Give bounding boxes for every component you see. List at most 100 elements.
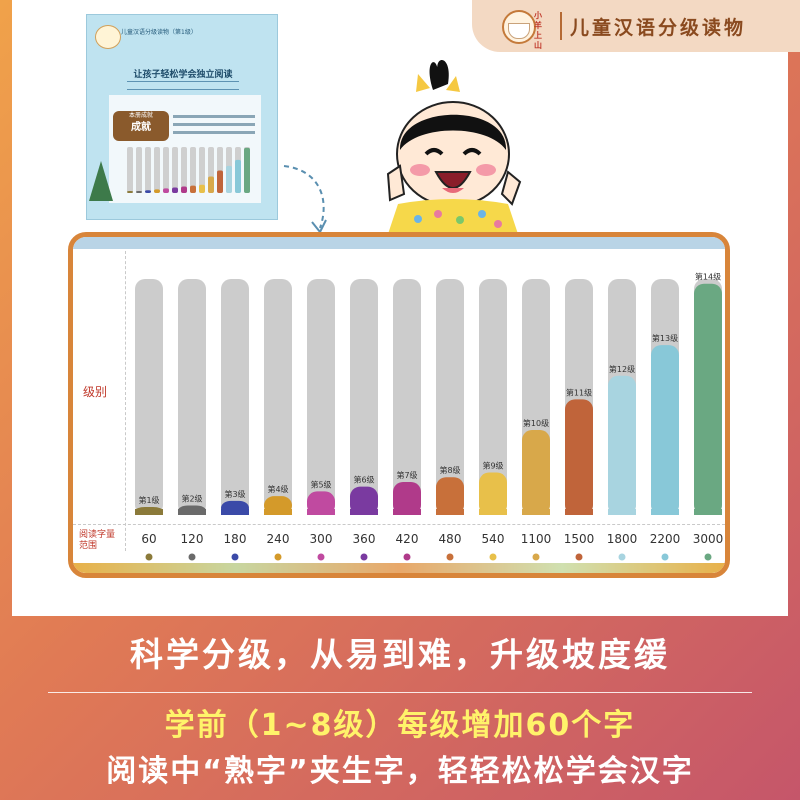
bar-base	[522, 509, 550, 515]
level-label: 第13级	[652, 333, 678, 343]
word-count-label: 1800	[607, 532, 638, 546]
legend-dot	[188, 553, 196, 561]
legend-dot	[360, 553, 368, 561]
mini-bar	[208, 176, 214, 193]
mini-bar	[145, 190, 151, 193]
level-label: 第3级	[224, 489, 245, 499]
thumbnail-badge: 本册成就 成就	[113, 111, 169, 141]
legend-dot	[661, 553, 669, 561]
cartoon-girl-illustration	[386, 60, 522, 234]
mini-bar	[136, 191, 142, 193]
legend-dot	[403, 553, 411, 561]
legend-dot	[274, 553, 282, 561]
word-count-label: 240	[267, 532, 290, 546]
mini-bar	[226, 165, 232, 193]
legend-dot	[145, 553, 153, 561]
bar-base	[178, 509, 206, 515]
mini-bar-track	[163, 147, 169, 193]
brand-logo-text: 小羊上山	[534, 11, 542, 50]
curved-arrow-icon	[283, 165, 327, 234]
level-label: 第10级	[523, 418, 549, 428]
bar-base	[264, 509, 292, 515]
bar-level-11	[565, 399, 593, 515]
word-count-label: 1500	[564, 532, 595, 546]
mini-bar	[154, 189, 160, 193]
mini-bar	[244, 147, 250, 193]
x-axis-label: 阅读字量范围	[79, 530, 116, 551]
bar-level-6	[350, 486, 378, 515]
mini-bar	[181, 186, 187, 193]
frame-top-strip	[73, 237, 725, 249]
legend-dot	[575, 553, 583, 561]
level-label: 第5级	[310, 479, 331, 489]
bar-base	[350, 509, 378, 515]
bar-track	[221, 279, 249, 515]
legend-dot	[618, 553, 626, 561]
mini-bar-track	[127, 147, 133, 193]
mini-bar-track	[154, 147, 160, 193]
level-label: 第8级	[439, 465, 460, 475]
word-count-label: 2200	[650, 532, 681, 546]
bar-base	[393, 509, 421, 515]
mini-bar	[163, 188, 169, 193]
legend-dot	[489, 553, 497, 561]
bar-base	[436, 509, 464, 515]
bar-track	[178, 279, 206, 515]
brand-name: 儿童汉语分级读物	[570, 16, 747, 39]
bar-base	[608, 509, 636, 515]
level-label: 第14级	[695, 272, 721, 282]
level-label: 第11级	[566, 387, 592, 397]
frame-bottom-illustration	[73, 563, 725, 573]
slogan-line-1: 科学分级，从易到难，升级坡度缓	[130, 635, 670, 674]
bar-base	[221, 509, 249, 515]
thumbnail-badge-top: 本册成就	[128, 112, 153, 119]
word-count-label: 180	[224, 532, 247, 546]
legend-dot	[532, 553, 540, 561]
bar-base	[565, 509, 593, 515]
word-count-label: 480	[439, 532, 462, 546]
thumbnail-preview: 儿童汉语分级读物（第1级） 让孩子轻松学会独立阅读 本册成就 成就	[86, 14, 278, 220]
thumbnail-logo-icon	[95, 25, 121, 49]
mini-bar-track	[199, 147, 205, 193]
thumbnail-mini-chart	[127, 147, 250, 193]
level-label: 第2级	[181, 494, 202, 504]
mini-bar-track	[145, 147, 151, 193]
mini-bar-track	[181, 147, 187, 193]
mini-bar-track	[136, 147, 142, 193]
bar-track	[393, 279, 421, 515]
word-count-label: 540	[482, 532, 505, 546]
bar-track	[479, 279, 507, 515]
bar-track	[307, 279, 335, 515]
mini-bar	[217, 170, 223, 193]
level-bar-chart: 第1级 60 第2级 120 第3级 180 第4级 240 第5级 300 第6级 360 第7级 42…	[135, 272, 723, 561]
bar-base	[651, 509, 679, 515]
thumbnail-header: 儿童汉语分级读物（第1级）	[121, 29, 197, 36]
mini-bar	[190, 185, 196, 193]
level-label: 第9级	[482, 461, 503, 471]
slogan-divider	[48, 692, 752, 693]
word-count-label: 360	[353, 532, 376, 546]
axis-divider-horizontal	[73, 524, 725, 525]
brand-divider	[560, 12, 562, 40]
word-count-label: 420	[396, 532, 419, 546]
word-count-label: 1100	[521, 532, 552, 546]
level-label: 第1级	[138, 495, 159, 505]
word-count-label: 300	[310, 532, 333, 546]
axis-divider-vertical	[125, 251, 126, 551]
bar-base	[307, 509, 335, 515]
brand-banner: 小羊上山 儿童汉语分级读物	[472, 0, 800, 52]
mini-bar	[172, 187, 178, 193]
bar-level-10	[522, 430, 550, 515]
mini-bar	[235, 159, 241, 193]
slogan-line-2: 学前（1~8级）每级增加60个字	[164, 708, 636, 743]
thumbnail-subtitle	[127, 81, 239, 90]
thumbnail-text-lines	[173, 115, 255, 139]
word-count-label: 120	[181, 532, 204, 546]
bar-level-14	[694, 283, 722, 515]
word-count-label: 60	[141, 532, 156, 546]
bar-level-7	[393, 481, 421, 515]
level-chart-frame: 级别 阅读字量范围 第1级 60 第2级 120 第3级 180 第4级 240 第5级 300 第…	[68, 232, 730, 578]
bar-track	[264, 279, 292, 515]
brand-logo: 小羊上山	[502, 7, 546, 50]
bar-level-12	[608, 375, 636, 515]
